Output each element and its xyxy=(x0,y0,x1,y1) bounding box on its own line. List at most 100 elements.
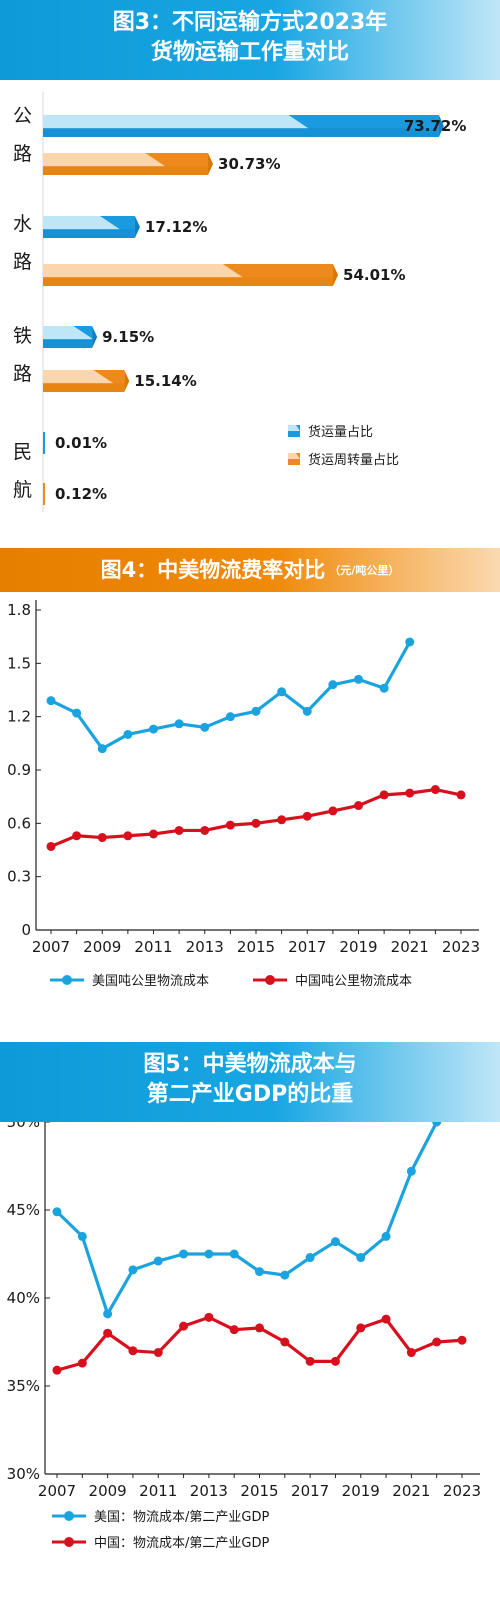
axes: 30% 35% 40% 45% 50% 2007 2009 2011 2013 2015 2017 2… xyxy=(7,1122,481,1500)
y-tick-label: 50% xyxy=(7,1122,40,1131)
data-point xyxy=(52,1207,62,1217)
x-tick-label: 2021 xyxy=(392,1482,430,1500)
data-point xyxy=(302,811,312,821)
data-point xyxy=(149,724,158,734)
legend-label: 中国：物流成本/第二产业GDP xyxy=(94,1536,269,1551)
x-tick-label: 2015 xyxy=(240,1482,278,1500)
x-tick-label: 2017 xyxy=(288,938,326,956)
bar-value-label: 0.01% xyxy=(55,434,107,452)
fig3-title-banner: 图3：不同运输方式2023年 货物运输工作量对比 xyxy=(0,0,500,80)
x-tick-label: 2023 xyxy=(443,1482,481,1500)
data-point xyxy=(97,744,107,754)
legend-marker xyxy=(265,975,275,985)
fig5-title-line2: 第二产业GDP的比重 xyxy=(146,1082,354,1107)
data-point xyxy=(200,722,210,732)
y-tick-label: 45% xyxy=(7,1201,40,1219)
fig4-unit: （元/吨公里） xyxy=(329,564,400,577)
series-line xyxy=(50,787,462,848)
data-point xyxy=(405,637,415,647)
data-point xyxy=(103,1328,113,1338)
y-tick-label: 0.9 xyxy=(7,761,31,779)
data-point xyxy=(330,1356,340,1366)
fig4-line-chart: 0 0.3 0.6 0.9 1.2 1.5 1.8 2007 2009 2011 2013 2015 2… xyxy=(7,600,480,989)
bar-tip xyxy=(134,216,140,238)
bar-body xyxy=(43,432,45,454)
x-tick-label: 2019 xyxy=(342,1482,380,1500)
series-usa xyxy=(46,637,415,754)
bar-volume-2: 17.12% xyxy=(43,216,207,238)
fig5-title-banner: 图5：中美物流成本与 第二产业GDP的比重 xyxy=(0,1042,500,1122)
x-tick-label: 2015 xyxy=(237,938,275,956)
x-tick-label: 2009 xyxy=(83,938,121,956)
data-point xyxy=(255,1323,264,1333)
data-point xyxy=(174,719,184,729)
bar-tip xyxy=(438,115,444,137)
data-point xyxy=(432,1337,442,1347)
data-point xyxy=(405,788,415,798)
series-line xyxy=(50,641,412,751)
bar-tip xyxy=(124,370,130,392)
data-point xyxy=(330,1237,340,1247)
bar-value-label: 17.12% xyxy=(145,218,207,236)
data-point xyxy=(225,712,235,722)
bar-volume-1: 73.72% xyxy=(43,115,466,137)
data-point xyxy=(72,708,82,718)
legend: 美国吨公里物流成本 中国吨公里物流成本 xyxy=(50,974,412,989)
bar-turnover-4: 0.12% xyxy=(43,483,107,505)
x-tick-label: 2011 xyxy=(139,1482,177,1500)
data-point xyxy=(277,815,287,825)
data-point xyxy=(255,1267,264,1277)
bar-shade xyxy=(43,128,439,137)
data-point xyxy=(328,680,338,690)
data-point xyxy=(302,706,312,716)
data-point xyxy=(128,1265,138,1275)
data-point xyxy=(354,801,363,811)
data-point xyxy=(179,1321,189,1331)
data-point xyxy=(153,1348,163,1358)
x-tick-label: 2017 xyxy=(291,1482,329,1500)
bar-highlight xyxy=(43,153,166,167)
series-line xyxy=(55,1122,439,1316)
legend-marker xyxy=(64,1511,74,1521)
bar-shade xyxy=(43,277,334,286)
y-tick-label: 0.6 xyxy=(7,814,31,832)
bar-body xyxy=(43,483,45,505)
data-point xyxy=(97,833,107,843)
bar-shade xyxy=(43,339,93,348)
x-tick-label: 2023 xyxy=(442,938,480,956)
legend-marker xyxy=(62,975,72,985)
bar-tip xyxy=(208,153,214,175)
bar-shade xyxy=(43,166,209,175)
data-point xyxy=(280,1337,290,1347)
x-tick-label: 2011 xyxy=(134,938,172,956)
data-point xyxy=(457,1335,467,1345)
y-tick-label: 40% xyxy=(7,1289,40,1307)
bar-value-label: 9.15% xyxy=(102,328,154,346)
axes: 0 0.3 0.6 0.9 1.2 1.5 1.8 2007 2009 2011 2013 2015 2… xyxy=(7,600,480,956)
data-point xyxy=(381,1314,391,1324)
bar-volume-3: 9.15% xyxy=(43,326,154,348)
data-point xyxy=(280,1270,290,1280)
fig3-title-line2: 货物运输工作量对比 xyxy=(150,40,349,65)
data-point xyxy=(225,820,235,830)
data-point xyxy=(77,1231,87,1241)
x-tick-label: 2021 xyxy=(391,938,429,956)
bar-tip xyxy=(92,326,98,348)
series-usa xyxy=(52,1122,442,1319)
bar-value-label: 73.72% xyxy=(404,117,466,135)
bar-highlight xyxy=(43,264,243,278)
category-label-char: 铁 xyxy=(13,325,32,347)
bar-turnover-3: 15.14% xyxy=(43,370,197,392)
series-china xyxy=(46,785,466,851)
data-point xyxy=(251,706,261,716)
legend-item-2: 中国吨公里物流成本 xyxy=(253,974,412,989)
x-tick-label: 2013 xyxy=(186,938,224,956)
legend-label: 中国吨公里物流成本 xyxy=(295,974,412,989)
bar-value-label: 30.73% xyxy=(218,155,280,173)
data-point xyxy=(200,825,210,835)
data-point xyxy=(72,831,82,841)
x-tick-label: 2019 xyxy=(339,938,377,956)
series-china xyxy=(52,1312,467,1375)
